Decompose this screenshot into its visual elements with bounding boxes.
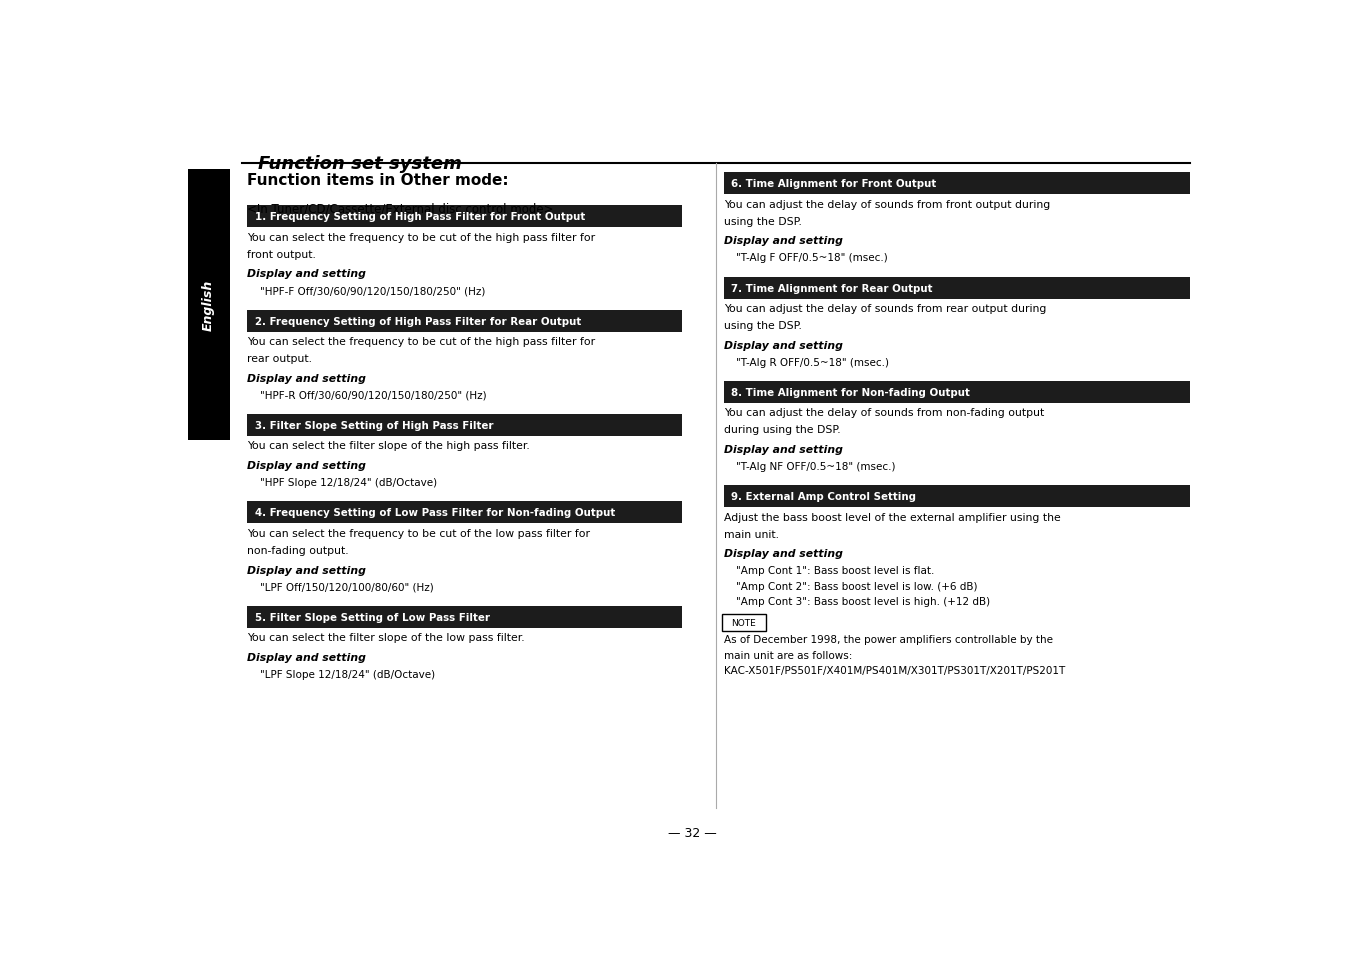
Bar xyxy=(724,381,1190,403)
Text: 2. Frequency Setting of High Pass Filter for Rear Output: 2. Frequency Setting of High Pass Filter… xyxy=(255,316,581,326)
Text: KAC-X501F/PS501F/X401M/PS401M/X301T/PS301T/X201T/PS201T: KAC-X501F/PS501F/X401M/PS401M/X301T/PS30… xyxy=(724,665,1065,676)
Text: 6. Time Alignment for Front Output: 6. Time Alignment for Front Output xyxy=(731,179,936,189)
Text: Display and setting: Display and setting xyxy=(724,236,843,246)
Text: rear output.: rear output. xyxy=(247,354,312,364)
Text: "LPF Slope 12/18/24" (dB/Octave): "LPF Slope 12/18/24" (dB/Octave) xyxy=(259,669,435,679)
Text: "Amp Cont 1": Bass boost level is flat.: "Amp Cont 1": Bass boost level is flat. xyxy=(736,566,935,576)
Text: 8. Time Alignment for Non-fading Output: 8. Time Alignment for Non-fading Output xyxy=(731,388,970,397)
Text: "HPF-R Off/30/60/90/120/150/180/250" (Hz): "HPF-R Off/30/60/90/120/150/180/250" (Hz… xyxy=(259,391,486,400)
Text: Function items in Other mode:: Function items in Other mode: xyxy=(247,173,509,188)
Text: Adjust the bass boost level of the external amplifier using the: Adjust the bass boost level of the exter… xyxy=(724,512,1061,522)
Text: English: English xyxy=(203,279,215,331)
Text: — 32 —: — 32 — xyxy=(667,826,717,840)
Text: "Amp Cont 3": Bass boost level is high. (+12 dB): "Amp Cont 3": Bass boost level is high. … xyxy=(736,597,990,606)
Bar xyxy=(188,170,230,441)
Text: You can adjust the delay of sounds from rear output during: You can adjust the delay of sounds from … xyxy=(724,304,1046,314)
Text: main unit.: main unit. xyxy=(724,529,778,539)
Text: You can adjust the delay of sounds from front output during: You can adjust the delay of sounds from … xyxy=(724,199,1050,210)
Text: Function set system: Function set system xyxy=(258,154,462,172)
Text: main unit are as follows:: main unit are as follows: xyxy=(724,650,852,660)
Text: Display and setting: Display and setting xyxy=(247,460,366,471)
Text: Display and setting: Display and setting xyxy=(724,445,843,455)
Bar xyxy=(247,206,682,228)
Text: "HPF-F Off/30/60/90/120/150/180/250" (Hz): "HPF-F Off/30/60/90/120/150/180/250" (Hz… xyxy=(259,286,485,296)
Text: "T-Alg NF OFF/0.5~18" (msec.): "T-Alg NF OFF/0.5~18" (msec.) xyxy=(736,461,896,472)
Text: 3. Filter Slope Setting of High Pass Filter: 3. Filter Slope Setting of High Pass Fil… xyxy=(255,420,493,431)
Text: Display and setting: Display and setting xyxy=(247,269,366,279)
Bar xyxy=(247,502,682,524)
Text: Display and setting: Display and setting xyxy=(724,549,843,558)
Text: You can select the frequency to be cut of the high pass filter for: You can select the frequency to be cut o… xyxy=(247,233,596,242)
Text: <In Tuner/CD/Cassette/External disc control mode>: <In Tuner/CD/Cassette/External disc cont… xyxy=(247,202,554,215)
Text: using the DSP.: using the DSP. xyxy=(724,320,801,331)
Text: Display and setting: Display and setting xyxy=(724,340,843,351)
Text: 5. Filter Slope Setting of Low Pass Filter: 5. Filter Slope Setting of Low Pass Filt… xyxy=(255,612,489,622)
Text: You can adjust the delay of sounds from non-fading output: You can adjust the delay of sounds from … xyxy=(724,408,1044,417)
Bar xyxy=(247,311,682,333)
Text: You can select the frequency to be cut of the low pass filter for: You can select the frequency to be cut o… xyxy=(247,528,590,538)
FancyBboxPatch shape xyxy=(721,614,766,632)
Bar xyxy=(724,486,1190,508)
Text: 9. External Amp Control Setting: 9. External Amp Control Setting xyxy=(731,492,916,501)
Text: As of December 1998, the power amplifiers controllable by the: As of December 1998, the power amplifier… xyxy=(724,635,1052,644)
Text: Display and setting: Display and setting xyxy=(247,374,366,383)
Text: "HPF Slope 12/18/24" (dB/Octave): "HPF Slope 12/18/24" (dB/Octave) xyxy=(259,477,438,488)
Bar xyxy=(724,173,1190,195)
Text: "LPF Off/150/120/100/80/60" (Hz): "LPF Off/150/120/100/80/60" (Hz) xyxy=(259,581,434,592)
Text: NOTE: NOTE xyxy=(731,618,757,627)
Text: using the DSP.: using the DSP. xyxy=(724,216,801,227)
Text: 4. Frequency Setting of Low Pass Filter for Non-fading Output: 4. Frequency Setting of Low Pass Filter … xyxy=(255,508,615,517)
Bar xyxy=(247,415,682,436)
Text: "Amp Cont 2": Bass boost level is low. (+6 dB): "Amp Cont 2": Bass boost level is low. (… xyxy=(736,581,978,591)
Bar xyxy=(724,277,1190,299)
Bar xyxy=(247,606,682,628)
Text: Display and setting: Display and setting xyxy=(247,652,366,662)
Text: 7. Time Alignment for Rear Output: 7. Time Alignment for Rear Output xyxy=(731,283,932,294)
Text: You can select the filter slope of the low pass filter.: You can select the filter slope of the l… xyxy=(247,633,526,642)
Text: non-fading output.: non-fading output. xyxy=(247,545,349,555)
Text: during using the DSP.: during using the DSP. xyxy=(724,425,840,435)
Text: You can select the frequency to be cut of the high pass filter for: You can select the frequency to be cut o… xyxy=(247,336,596,347)
Text: You can select the filter slope of the high pass filter.: You can select the filter slope of the h… xyxy=(247,441,530,451)
Text: "T-Alg F OFF/0.5~18" (msec.): "T-Alg F OFF/0.5~18" (msec.) xyxy=(736,253,888,263)
Text: "T-Alg R OFF/0.5~18" (msec.): "T-Alg R OFF/0.5~18" (msec.) xyxy=(736,357,889,367)
Text: Display and setting: Display and setting xyxy=(247,565,366,575)
Text: front output.: front output. xyxy=(247,250,316,259)
Text: 1. Frequency Setting of High Pass Filter for Front Output: 1. Frequency Setting of High Pass Filter… xyxy=(255,213,585,222)
